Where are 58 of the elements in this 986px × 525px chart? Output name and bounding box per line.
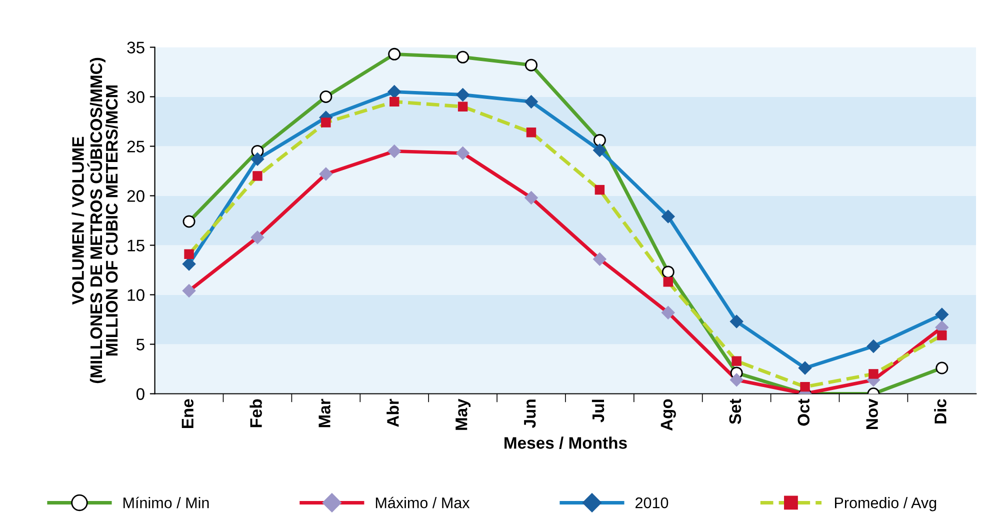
y-tick-label: 0 [136, 388, 144, 400]
point [594, 184, 605, 195]
point [250, 152, 264, 166]
x-axis-title: Meses / Months [504, 436, 627, 449]
point [458, 102, 468, 112]
y-tick-label: 20 [127, 190, 144, 202]
x-tick-label: Abr [386, 398, 399, 427]
point [730, 373, 744, 387]
point [182, 284, 196, 298]
point [592, 143, 607, 158]
point [800, 382, 810, 392]
legend-label: Máximo / Max [376, 496, 470, 508]
point [182, 257, 196, 271]
point [184, 249, 194, 260]
point [252, 171, 262, 181]
x-tick-label: Jun [524, 400, 536, 428]
point [661, 306, 676, 320]
y-tick-label: 5 [136, 338, 144, 350]
point [387, 144, 402, 158]
y-tick-label: 25 [127, 140, 144, 152]
x-tick-label: Ago [660, 399, 676, 431]
y-tick-label: 30 [127, 91, 144, 103]
legend-label: Mínimo / Min [124, 496, 209, 508]
point [250, 230, 264, 244]
point [935, 308, 949, 322]
point [387, 84, 402, 99]
legend-label: 2010 [636, 497, 668, 508]
point [798, 361, 812, 375]
x-tick-label: Nov [866, 398, 878, 429]
x-tick-label: Mar [318, 398, 330, 428]
x-tick-label: Feb [250, 399, 262, 428]
x-tick-label: Ene [182, 399, 194, 428]
point [868, 369, 878, 379]
x-tick-label: Jul [592, 400, 604, 422]
x-tick-label: Set [729, 398, 742, 424]
point [524, 190, 538, 205]
y-axis-title: VOLUMEN / VOLUME (MILLONES DE METROS CÚBICOS/MMC) MILLION OF CUBIC METERS/MCM [72, 58, 118, 384]
point [592, 252, 607, 266]
point [661, 210, 676, 224]
point [526, 128, 536, 138]
y-tick-label: 10 [128, 289, 144, 301]
x-tick-label: Dic [934, 399, 946, 424]
y-tick-label: 35 [127, 42, 144, 54]
point [456, 146, 470, 160]
point [456, 88, 470, 102]
point [937, 330, 947, 340]
point [730, 314, 744, 328]
y-tick-label: 15 [128, 240, 144, 252]
point [319, 167, 333, 181]
point [389, 96, 400, 107]
legend-label: Promedio / Avg [834, 497, 936, 512]
point [524, 94, 538, 109]
point [663, 277, 673, 287]
x-tick-label: Oct [798, 398, 810, 426]
point [866, 339, 880, 354]
point [732, 356, 742, 366]
x-tick-label: May [456, 398, 471, 430]
point [321, 118, 331, 128]
